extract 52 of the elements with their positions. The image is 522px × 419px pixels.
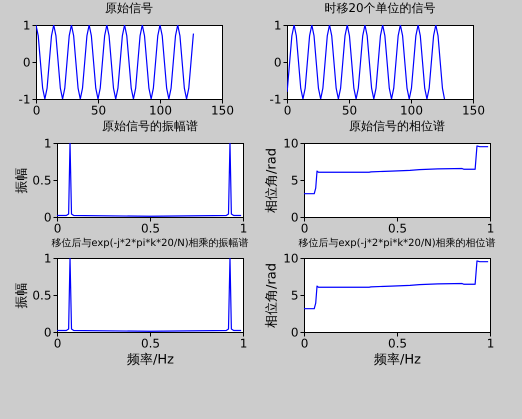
chart-title: 移位后与exp(-j*2*pi*k*20/N)相乘的振幅谱 xyxy=(51,237,249,249)
line-series xyxy=(36,25,194,99)
x-axis-title: 频率/Hz xyxy=(127,352,174,368)
y-axis-title: 振幅 xyxy=(14,168,30,194)
x-tick-label: 1 xyxy=(486,336,494,350)
chart-title: 原始信号 xyxy=(105,1,153,15)
y-tick-label: 0.5 xyxy=(32,174,52,188)
y-tick-label: 5 xyxy=(290,288,298,302)
y-tick-label: 0 xyxy=(290,326,298,340)
y-tick-label: 1 xyxy=(44,136,52,150)
x-tick-label: 0.5 xyxy=(388,222,408,236)
y-tick-label: 0.5 xyxy=(32,288,52,302)
x-tick-label: 0 xyxy=(300,222,308,236)
x-tick-label: 0.5 xyxy=(140,222,160,236)
x-tick-label: 0.5 xyxy=(140,336,160,350)
x-tick-label: 100 xyxy=(400,104,423,118)
chart-title: 原始信号的振幅谱 xyxy=(102,119,198,133)
x-tick-label: 1 xyxy=(486,222,494,236)
x-tick-label: 50 xyxy=(342,104,358,118)
x-tick-label: 1 xyxy=(240,222,248,236)
y-tick-label: 0 xyxy=(44,210,52,224)
x-tick-label: 0 xyxy=(54,222,62,236)
x-tick-label: 1 xyxy=(240,336,248,350)
y-tick-label: 10 xyxy=(283,252,298,266)
x-tick-label: 50 xyxy=(90,104,106,118)
y-axis-title: 振幅 xyxy=(14,282,30,308)
y-tick-label: 1 xyxy=(44,252,52,266)
y-tick-label: 0 xyxy=(274,56,282,70)
x-tick-label: 100 xyxy=(149,104,172,118)
y-axis-title: 相位角/rad xyxy=(264,263,280,328)
chart-title: 移位后与exp(-j*2*pi*k*20/N)相乘的相位谱 xyxy=(298,237,496,249)
y-tick-label: -1 xyxy=(270,92,282,106)
x-tick-label: 0.5 xyxy=(388,336,408,350)
y-tick-label: 0 xyxy=(44,326,52,340)
y-axis-title: 相位角/rad xyxy=(264,148,280,213)
y-tick-label: 0 xyxy=(22,56,30,70)
x-tick-label: 150 xyxy=(462,104,485,118)
x-tick-label: 0 xyxy=(54,336,62,350)
chart-title: 时移20个单位的信号 xyxy=(324,1,436,15)
x-tick-label: 150 xyxy=(211,104,234,118)
y-tick-label: 10 xyxy=(283,136,298,150)
y-tick-label: -1 xyxy=(18,92,30,106)
y-tick-label: 1 xyxy=(22,18,30,32)
line-series xyxy=(304,145,489,194)
y-tick-label: 0 xyxy=(290,210,298,224)
line-series xyxy=(287,25,446,99)
chart-title: 原始信号的相位谱 xyxy=(349,119,445,133)
y-tick-label: 1 xyxy=(274,18,282,32)
y-tick-label: 5 xyxy=(290,174,298,188)
x-axis-title: 频率/Hz xyxy=(374,352,422,368)
line-series xyxy=(304,260,489,310)
x-tick-label: 0 xyxy=(300,336,308,350)
